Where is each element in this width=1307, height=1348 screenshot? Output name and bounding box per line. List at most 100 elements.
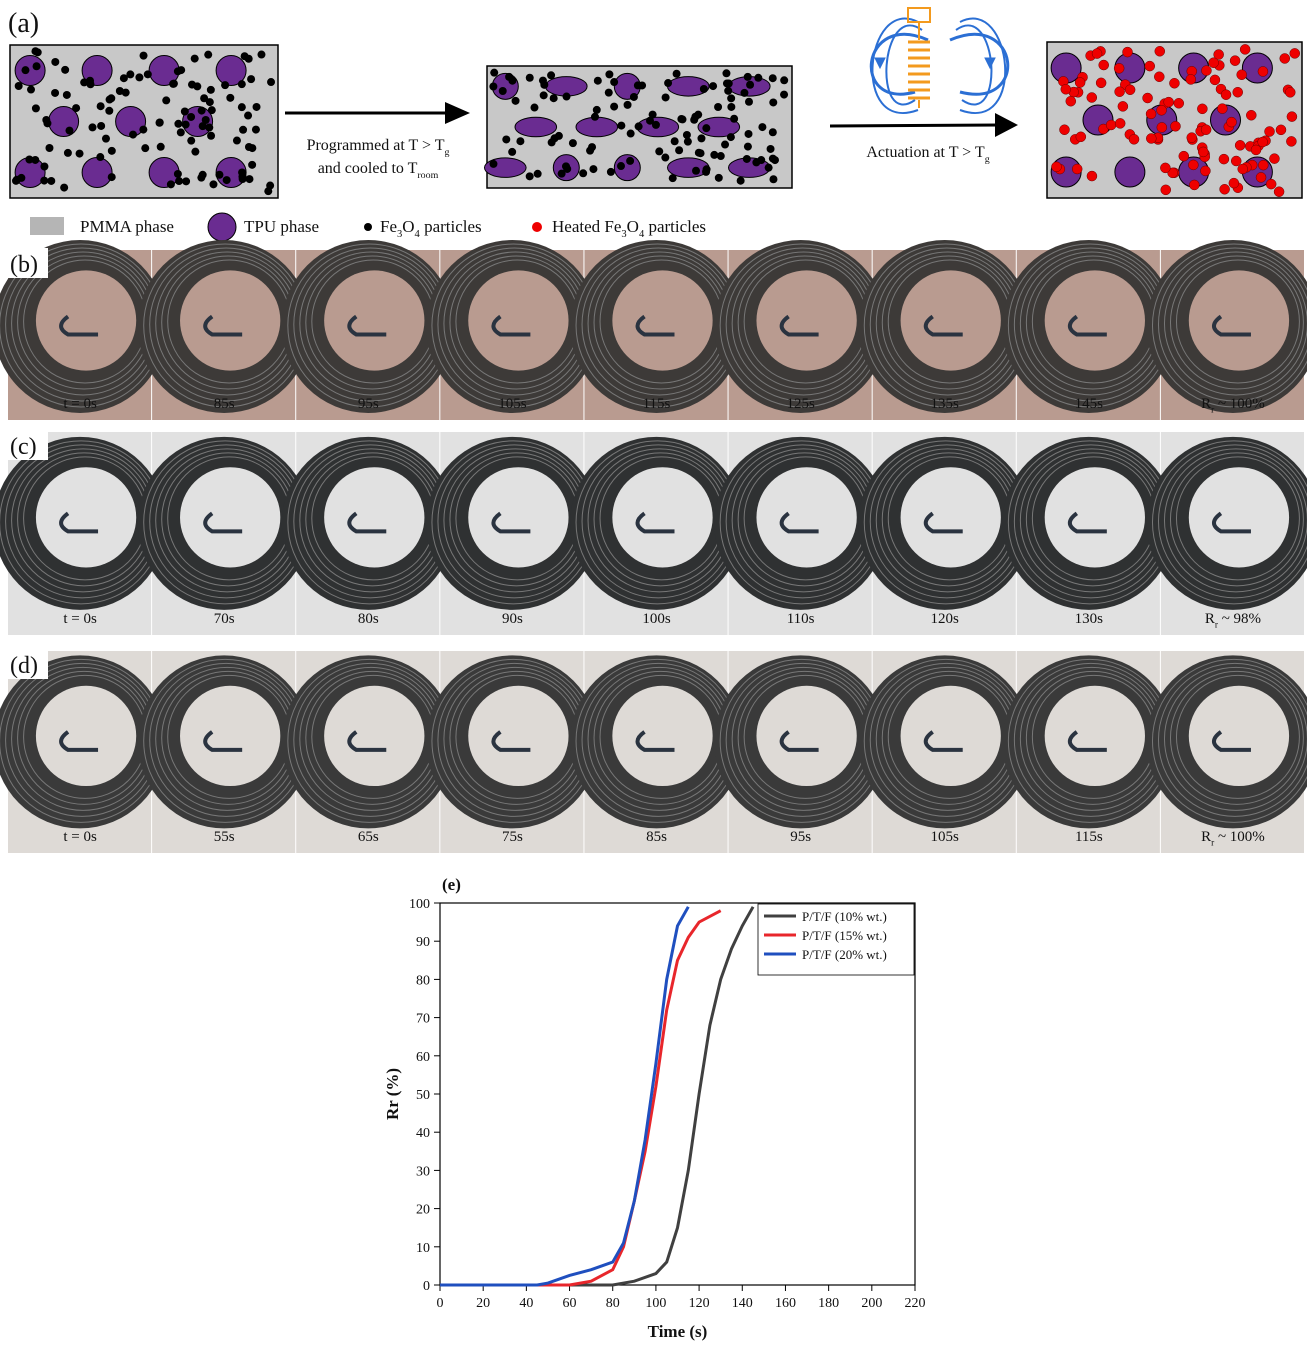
specimen [1067,314,1107,337]
coil-icon [869,7,1010,114]
fe3o4-particle [251,125,260,134]
fe3o4-particle [105,95,114,104]
fe3o4-particle [593,76,602,85]
tpu-phase [514,116,558,138]
fe3o4-particle [1289,48,1300,59]
fe3o4-particle [226,93,235,102]
fe3o4-particle [1197,103,1208,115]
specimen [59,511,99,534]
text-part: TPU phase [244,217,319,236]
text-part: 100s [642,611,671,627]
fe3o4-particle [1167,167,1178,179]
fe3o4-particle [107,173,116,182]
fe3o4-particle [743,72,752,81]
fe3o4-particle [177,66,186,75]
specimen [1067,511,1107,534]
fe3o4-particle [768,128,777,137]
text-part: 85s [214,396,235,412]
fe3o4-particle [1230,155,1242,167]
specimen [347,314,387,337]
specimen [59,314,99,337]
fe3o4-particle [606,167,615,176]
fe3o4-particle [156,142,165,151]
panel-label: (c) [10,434,37,460]
text-part: R [1205,611,1215,627]
fe3o4-particle [1265,178,1277,190]
fe3o4-particle [42,115,51,124]
coil-opening [1188,467,1290,568]
fe3o4-particle [197,106,206,115]
coil-opening [180,270,281,371]
fe3o4-particle [169,79,178,88]
fe3o4-particle [60,183,69,192]
fe3o4-particle [714,173,723,182]
fe3o4-particle [1160,184,1172,196]
fe3o4-particle [683,137,692,146]
specimen [779,511,819,534]
frame-label: Rr ~ 98% [1205,611,1261,631]
chart-title: (e) [442,875,461,894]
coil-opening [468,270,569,371]
text-part: 70s [214,611,235,627]
specimen [203,314,243,337]
coil-turn [1158,247,1307,402]
y-tick-label: 30 [416,1164,430,1179]
fe3o4-particle [610,102,619,111]
fe3o4-particle [716,152,725,161]
fe3o4-particle [1264,126,1275,137]
text-part: 95s [790,829,811,845]
fe3o4-particle [530,103,539,112]
frame-label: 115s [1075,829,1103,845]
fe3o4-particle [209,180,218,189]
fe3o4-particle [215,170,224,179]
frame-label: 95s [790,829,811,845]
fe3o4-particle [724,86,733,95]
fe3o4-particle [115,86,124,95]
fe3o4-particle [746,80,755,89]
fe3o4-particle [1154,71,1165,83]
fe3o4-particle [180,107,189,116]
text-part: 110s [787,611,815,627]
fe3o4-particle [605,70,614,79]
fe3o4-particle [768,154,777,163]
fe3o4-particle [51,88,60,97]
fe3o4-particle [65,126,74,135]
fe3o4-particle [727,94,736,103]
frame-label: 115s [643,396,671,412]
coil-opening [612,270,713,371]
frame-label: 80s [358,611,379,627]
fe3o4-particle [626,156,635,165]
fe3o4-particle [1200,124,1212,135]
fe3o4-particle [1071,163,1083,175]
frame-label: 75s [502,829,523,845]
text-part: g [985,154,990,165]
fe3o4-particle [1060,84,1072,95]
fe3o4-particle [1173,98,1185,109]
fe3o4-particle [764,163,773,172]
fe3o4-particle [752,158,761,167]
text-part: Actuation at T > T [866,144,985,161]
coil-opening [324,270,425,371]
data-line [440,906,690,1287]
arrow [829,123,1001,128]
fe3o4-particle [206,85,215,94]
fe3o4-particle [727,102,736,111]
fe3o4-particle [742,154,751,163]
coil-opening [1044,685,1145,787]
fe3o4-particle [508,76,517,85]
fe3o4-particle [1163,96,1174,108]
fe3o4-particle [162,96,171,105]
fe3o4-particle [568,139,577,148]
fe3o4-particle [744,129,753,138]
fe3o4-particle [490,68,499,77]
y-tick-label: 40 [416,1126,430,1141]
frame-label: 70s [214,611,235,627]
text-part: 4 [415,229,421,240]
fe3o4-particle [557,169,566,178]
text-part: t = 0s [63,829,97,845]
fe3o4-particle [634,122,643,131]
panel-label-bg [8,430,48,460]
coil-opening [1188,685,1290,787]
fe3o4-particle [97,121,106,130]
text-part: 85s [646,829,667,845]
